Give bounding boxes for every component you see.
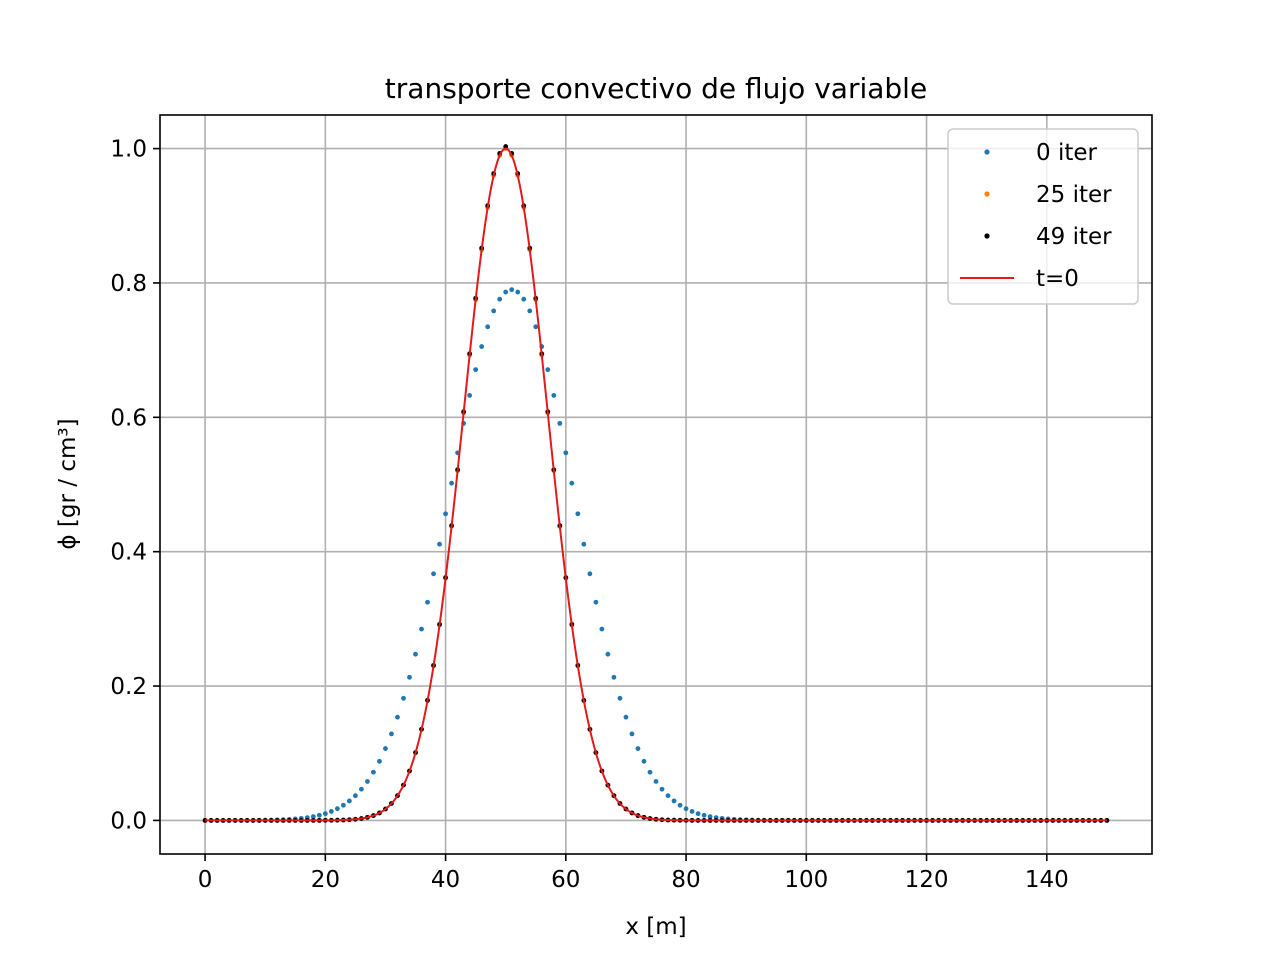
data-point — [677, 802, 683, 808]
y-tick-label: 0.2 — [110, 674, 147, 700]
x-tick-label: 20 — [311, 867, 340, 893]
data-point — [569, 480, 575, 486]
data-point — [334, 806, 340, 812]
data-point — [515, 289, 521, 295]
legend-entries: 0 iter 25 iter 49 iter t=0 — [960, 140, 1112, 292]
axes-frame — [159, 114, 1153, 855]
y-tick-label: 0.4 — [110, 540, 147, 566]
data-point — [629, 731, 635, 737]
data-point — [659, 786, 665, 792]
series-4 — [205, 147, 1107, 822]
data-point — [509, 287, 515, 293]
data-point — [497, 296, 503, 302]
y-axis-label: ϕ [gr / cm³] — [55, 418, 81, 549]
data-point — [407, 674, 412, 680]
data-point — [683, 806, 689, 812]
data-point — [359, 786, 364, 792]
data-series — [202, 144, 1110, 823]
data-point — [473, 367, 479, 373]
x-tick-label: 0 — [198, 867, 213, 893]
y-tick-label: 1.0 — [110, 137, 147, 163]
legend-dot-marker — [984, 233, 990, 239]
data-point — [581, 541, 587, 547]
data-point — [623, 714, 629, 720]
y-tick-label: 0.0 — [110, 808, 147, 834]
legend-label: 0 iter — [1036, 140, 1098, 166]
data-point — [346, 798, 352, 804]
data-point — [707, 814, 713, 820]
data-point — [593, 599, 599, 605]
x-tick-label: 60 — [551, 867, 580, 893]
data-point — [479, 344, 485, 349]
data-point — [437, 541, 442, 547]
y-tick-label: 0.8 — [110, 271, 147, 297]
data-point — [575, 511, 581, 517]
data-point — [449, 480, 454, 486]
ticks: 0 20 40 60 80 100 120 140 0.0 0.2 0.4 0.6 0.8 1.0 — [110, 137, 1068, 893]
legend-dot-marker — [984, 191, 990, 197]
data-point — [365, 779, 370, 784]
legend: 0 iter 25 iter 49 iter t=0 — [947, 128, 1139, 305]
data-point — [647, 769, 653, 775]
x-tick-label: 80 — [671, 867, 700, 893]
data-point — [340, 802, 346, 808]
data-point — [352, 793, 358, 799]
x-tick-label: 120 — [905, 867, 949, 893]
data-point — [485, 324, 491, 330]
data-point — [665, 793, 671, 799]
data-point — [527, 308, 533, 314]
data-point — [599, 626, 605, 632]
data-point — [695, 811, 701, 817]
data-point — [551, 393, 557, 398]
chart-title: transporte convectivo de flujo variable — [385, 72, 927, 105]
series-line — [205, 147, 1107, 822]
x-axis-label: x [m] — [625, 914, 686, 940]
data-point — [431, 571, 436, 577]
data-point — [395, 714, 400, 720]
data-point — [389, 731, 394, 737]
data-point — [503, 144, 509, 149]
data-point — [371, 769, 376, 775]
data-point — [413, 651, 418, 657]
data-point — [316, 812, 322, 818]
x-tick-label: 100 — [784, 867, 828, 893]
data-point — [563, 450, 569, 456]
data-point — [310, 814, 316, 820]
data-point — [377, 758, 382, 764]
y-tick-label: 0.6 — [110, 405, 147, 431]
x-tick-label: 140 — [1025, 867, 1069, 893]
data-point — [671, 798, 677, 804]
data-point — [611, 674, 617, 680]
data-point — [443, 511, 448, 517]
data-point — [635, 746, 641, 751]
x-tick-label: 40 — [431, 867, 460, 893]
legend-label: 49 iter — [1036, 224, 1112, 250]
data-point — [557, 420, 563, 426]
legend-dot-marker — [984, 149, 990, 155]
data-point — [425, 599, 430, 605]
data-point — [545, 367, 551, 373]
data-point — [605, 651, 611, 657]
data-point — [401, 695, 406, 701]
data-point — [587, 571, 593, 577]
data-point — [383, 746, 388, 751]
data-point — [503, 289, 509, 295]
data-point — [328, 809, 334, 814]
data-point — [467, 393, 473, 398]
data-point — [322, 811, 328, 817]
legend-label: 25 iter — [1036, 182, 1112, 208]
data-point — [521, 296, 527, 302]
data-point — [689, 809, 695, 814]
data-point — [533, 324, 539, 330]
data-point — [641, 758, 647, 764]
legend-box — [947, 128, 1139, 305]
legend-label: t=0 — [1036, 266, 1079, 292]
data-point — [419, 626, 424, 632]
data-point — [701, 812, 707, 818]
data-point — [653, 779, 659, 784]
data-point — [617, 695, 623, 701]
data-point — [491, 308, 497, 314]
